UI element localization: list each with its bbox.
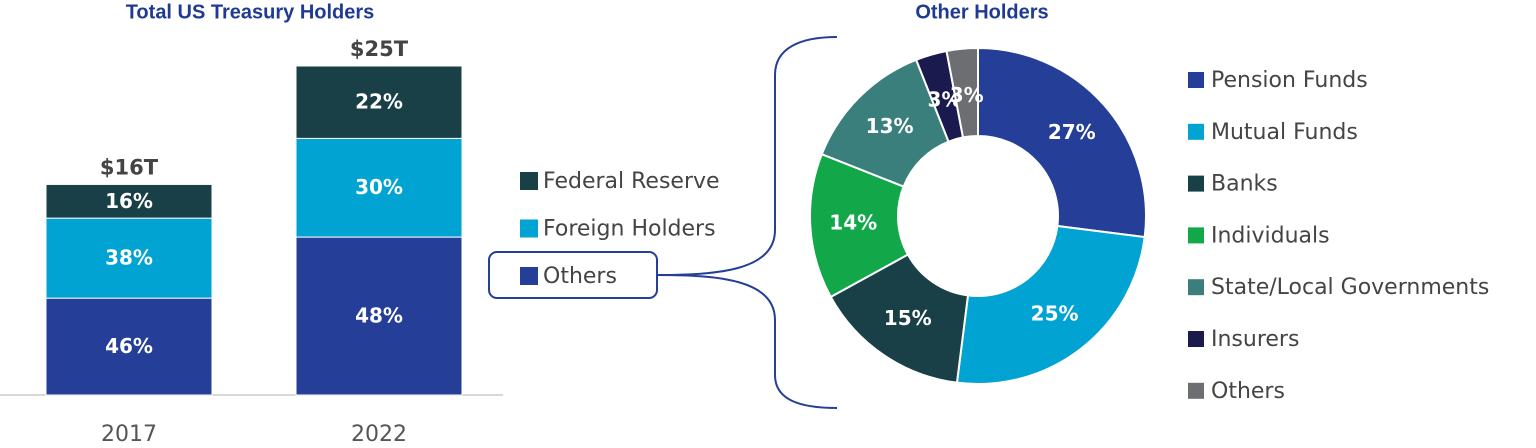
legend-label: Banks bbox=[1211, 172, 1278, 197]
slice-label: 15% bbox=[884, 306, 932, 330]
legend-label: Others bbox=[1211, 379, 1285, 404]
slice-label: 14% bbox=[829, 210, 877, 234]
bar-segment bbox=[295, 236, 463, 396]
bar-title: Total US Treasury Holders bbox=[126, 1, 375, 23]
legend-label: Insurers bbox=[1211, 327, 1299, 352]
bar-segment bbox=[295, 137, 463, 238]
legend-label: Federal Reserve bbox=[543, 169, 720, 194]
donut-slice bbox=[945, 46, 979, 139]
bar-value-label: 16% bbox=[105, 189, 153, 213]
legend-swatch bbox=[520, 219, 538, 238]
slice-label: 13% bbox=[866, 114, 914, 138]
legend-swatch bbox=[1188, 72, 1204, 88]
slice-label: 25% bbox=[1031, 301, 1079, 325]
bar-segment bbox=[295, 65, 463, 139]
legend-swatch bbox=[1188, 331, 1204, 347]
bar-value-label: 22% bbox=[355, 90, 403, 114]
bar-segment bbox=[45, 183, 213, 219]
legend-label: Pension Funds bbox=[1211, 68, 1368, 93]
legend-swatch bbox=[520, 172, 538, 190]
donut-slice bbox=[955, 224, 1146, 385]
total-label: $16T bbox=[100, 155, 159, 179]
x-tick-label: 2017 bbox=[101, 422, 157, 447]
slice-label: 27% bbox=[1048, 120, 1096, 144]
x-tick-label: 2022 bbox=[351, 422, 407, 447]
legend-swatch bbox=[1188, 123, 1204, 140]
legend-label: Others bbox=[543, 264, 617, 289]
legend-label: Mutual Funds bbox=[1211, 120, 1358, 145]
bar-value-label: 30% bbox=[355, 175, 403, 199]
legend-label: Individuals bbox=[1211, 223, 1330, 248]
legend-label: Foreign Holders bbox=[543, 217, 716, 242]
legend-swatch bbox=[1188, 382, 1204, 399]
legend-label: State/Local Governments bbox=[1211, 275, 1489, 300]
legend-swatch bbox=[1188, 279, 1204, 296]
bar-value-label: 48% bbox=[355, 304, 403, 328]
legend-swatch bbox=[520, 267, 538, 285]
total-label: $25T bbox=[350, 37, 409, 61]
bar-value-label: 46% bbox=[105, 334, 153, 358]
legend-swatch bbox=[1188, 175, 1204, 192]
bar-segment bbox=[45, 297, 213, 396]
legend-swatch bbox=[1188, 227, 1204, 244]
slice-label: 3% bbox=[950, 83, 984, 107]
bracket bbox=[656, 36, 838, 409]
bar-value-label: 38% bbox=[105, 246, 153, 270]
donut-title: Other Holders bbox=[915, 1, 1048, 23]
donut-slice bbox=[977, 46, 1148, 239]
